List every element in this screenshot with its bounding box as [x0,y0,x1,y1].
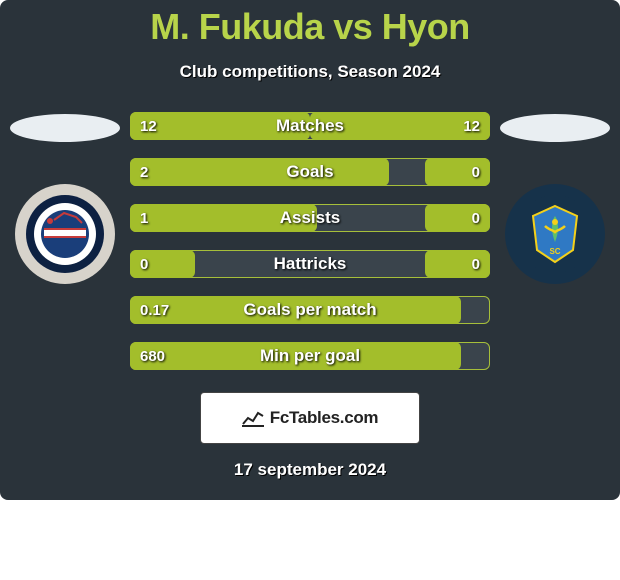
page-title: M. Fukuda vs Hyon [0,6,620,48]
stat-label: Goals per match [130,296,490,324]
badge-ring-left [26,195,104,273]
team-badge-left [15,184,115,284]
body: 1212Matches 20Goals 10Assists 00Hattricks 0.… [0,112,620,370]
stats-bars: 1212Matches 20Goals 10Assists 00Hattricks 0.… [130,112,490,370]
brand-text: FcTables.com [270,408,379,428]
left-team-col [0,112,130,370]
subtitle: Club competitions, Season 2024 [0,62,620,82]
stat-label: Matches [130,112,490,140]
stat-row: 20Goals [130,158,490,186]
shadow-oval-right [500,114,610,142]
stat-label: Goals [130,158,490,186]
stat-row: 680Min per goal [130,342,490,370]
stat-row: 10Assists [130,204,490,232]
right-team-col: SC [490,112,620,370]
badge-inner-right: SC [516,195,594,273]
stat-row: 0.17Goals per match [130,296,490,324]
stat-label: Assists [130,204,490,232]
club-crest-right-icon: SC [523,202,587,266]
shadow-oval-left [10,114,120,142]
team-badge-right: SC [505,184,605,284]
brand-box[interactable]: FcTables.com [200,392,420,444]
stat-row: 00Hattricks [130,250,490,278]
brand-logo-icon [242,409,264,427]
club-crest-left-icon [34,203,96,265]
stat-row: 1212Matches [130,112,490,140]
comparison-card: M. Fukuda vs Hyon Club competitions, Sea… [0,0,620,500]
stat-label: Min per goal [130,342,490,370]
svg-text:SC: SC [549,247,560,256]
date-label: 17 september 2024 [0,460,620,480]
stat-label: Hattricks [130,250,490,278]
